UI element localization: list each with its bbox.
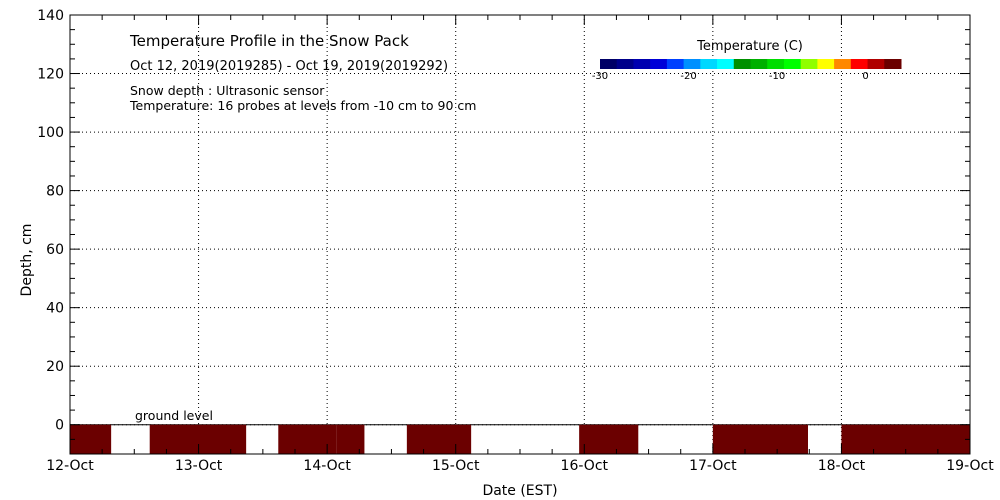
x-axis-label: Date (EST) (482, 483, 557, 499)
colorbar-cell (767, 59, 785, 69)
y-tick-label: 0 (55, 418, 64, 434)
soil-temperature-block (712, 424, 808, 454)
x-tick-label: 18-Oct (818, 458, 866, 474)
colorbar-cell (800, 59, 818, 69)
y-axis-label: Depth, cm (19, 224, 35, 297)
soil-temperature-block (579, 424, 639, 454)
y-tick-label: 100 (37, 125, 64, 141)
x-tick-label: 12-Oct (46, 458, 94, 474)
x-tick-label: 13-Oct (175, 458, 223, 474)
colorbar-tick-label: -10 (769, 71, 785, 82)
soil-temperature-block (336, 424, 365, 454)
chart-subtitle: Oct 12, 2019(2019285) - Oct 19, 2019(201… (130, 59, 448, 74)
y-axis: 0 20 40 60 80 100 120 140 (37, 8, 970, 455)
soil-temperature-block (149, 424, 247, 454)
y-tick-label: 60 (46, 242, 64, 258)
colorbar-cells (600, 59, 902, 69)
x-tick-label: 16-Oct (561, 458, 609, 474)
temperature-colorbar: Temperature (C) -30 -20 -10 0 (592, 39, 902, 82)
plot-frame (69, 14, 971, 455)
grid-layer (70, 15, 970, 454)
colorbar-cell (733, 59, 751, 69)
colorbar-cell (666, 59, 685, 69)
soil-layer (70, 424, 970, 454)
colorbar-cell (717, 59, 735, 69)
colorbar-cell (867, 59, 885, 69)
colorbar-ticks: -30 -20 -10 0 (592, 71, 869, 82)
colorbar-cell (650, 59, 668, 69)
soil-temperature-block (278, 424, 337, 454)
colorbar-cell (633, 59, 651, 69)
x-tick-label: 14-Oct (303, 458, 351, 474)
colorbar-tick-label: 0 (862, 71, 868, 82)
colorbar-cell (884, 59, 902, 69)
note-temperature: Temperature: 16 probes at levels from -1… (129, 98, 476, 113)
y-tick-label: 40 (46, 301, 64, 317)
x-tick-label: 19-Oct (946, 458, 994, 474)
note-snow-depth: Snow depth : Ultrasonic sensor (130, 83, 325, 98)
x-axis: 12-Oct 13-Oct 14-Oct 15-Oct 16-Oct 17-Oct 18-O… (46, 15, 994, 474)
colorbar-tick-label: -20 (680, 71, 696, 82)
soil-temperature-block (70, 424, 112, 454)
y-tick-label: 120 (37, 67, 64, 83)
colorbar-cell (834, 59, 852, 69)
soil-temperature-block (406, 424, 472, 454)
colorbar-cell (683, 59, 701, 69)
ground-level-label: ground level (135, 408, 213, 423)
colorbar-tick-label: -30 (592, 71, 608, 82)
y-tick-label: 20 (46, 359, 64, 375)
y-tick-label: 80 (46, 184, 64, 200)
x-tick-label: 15-Oct (432, 458, 480, 474)
colorbar-cell (750, 59, 768, 69)
colorbar-cell (600, 59, 618, 69)
colorbar-cell (700, 59, 718, 69)
colorbar-cell (817, 59, 835, 69)
y-tick-label: 140 (37, 8, 64, 24)
colorbar-title: Temperature (C) (696, 39, 803, 54)
colorbar-cell (850, 59, 869, 69)
chart-title: Temperature Profile in the Snow Pack (129, 32, 409, 50)
colorbar-cell (616, 59, 634, 69)
x-tick-label: 17-Oct (689, 458, 737, 474)
colorbar-cell (783, 59, 802, 69)
